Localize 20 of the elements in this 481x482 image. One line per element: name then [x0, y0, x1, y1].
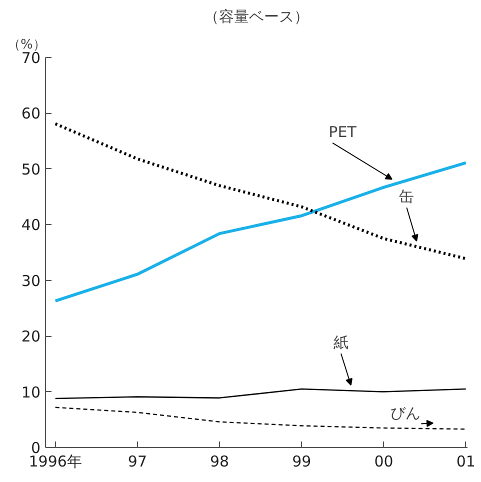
- x-tick-label: 98: [210, 452, 230, 470]
- line-series: [54, 161, 468, 302]
- line-series: [54, 122, 468, 260]
- y-tick-label: 40: [21, 216, 41, 234]
- text: 紙: [334, 334, 349, 352]
- y-tick-label: 60: [21, 104, 41, 123]
- text: PET: [328, 122, 358, 141]
- x-tick-label: 00: [374, 452, 394, 470]
- y-tick-label: 20: [21, 328, 41, 346]
- x-tick-label: 01: [456, 452, 476, 470]
- y-tick-label: 10: [21, 383, 41, 402]
- chart-title: （容量ベース）: [204, 8, 309, 26]
- legend-label: 缶: [399, 188, 414, 206]
- line-series: [54, 388, 467, 400]
- line-series: [54, 406, 466, 430]
- x-tick-label: 99: [292, 452, 312, 470]
- series-label: びん: [390, 404, 420, 422]
- x-tick-label: 97: [128, 452, 148, 470]
- y-tick-label: 50: [21, 160, 41, 178]
- y-tick-label: 30: [21, 272, 41, 290]
